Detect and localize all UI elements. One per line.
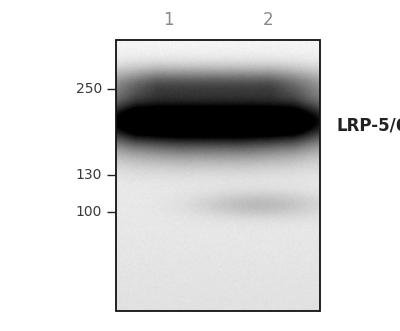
Bar — [116, 40, 320, 311]
Text: 2: 2 — [263, 11, 273, 29]
Text: 1: 1 — [163, 11, 173, 29]
Text: 250: 250 — [76, 82, 102, 96]
Text: LRP-5/6: LRP-5/6 — [336, 117, 400, 135]
Text: 100: 100 — [76, 205, 102, 219]
Text: 130: 130 — [76, 168, 102, 182]
